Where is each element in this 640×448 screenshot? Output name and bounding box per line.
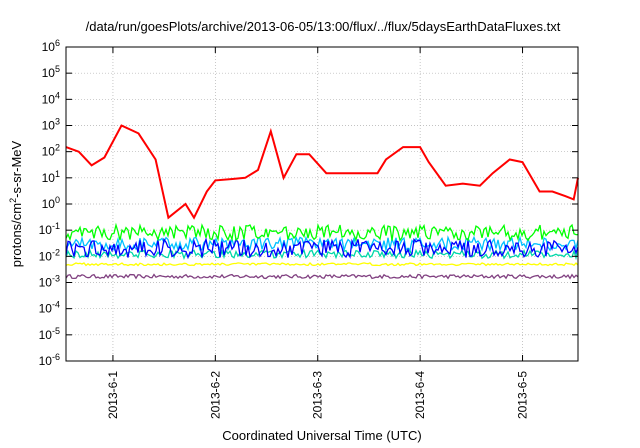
y-tick-label: 10-5 (39, 326, 60, 342)
y-axis-ticks: 10-6 10-5 10-4 10-3 10-2 10-1 100 101 102 103 104 1… (39, 38, 578, 368)
x-tick-label: 2013-6-3 (311, 371, 325, 419)
series-line (65, 234, 579, 253)
y-tick-label: 10-1 (39, 221, 60, 237)
series-line (65, 262, 579, 267)
x-axis-label: Coordinated Universal Time (UTC) (222, 428, 421, 443)
y-tick-label: 102 (42, 143, 60, 159)
x-axis-ticks: 2013-6-1 2013-6-2 2013-6-3 2013-6-4 2013-6-5 (106, 47, 530, 419)
series-line (65, 273, 579, 280)
series-line-red (65, 124, 579, 220)
x-tick-label: 2013-6-1 (106, 371, 120, 419)
y-tick-label: 10-2 (39, 247, 60, 263)
y-tick-label: 10-4 (39, 300, 60, 316)
y-tick-label: 106 (42, 38, 60, 54)
series-line (65, 236, 579, 260)
plot-frame (65, 46, 579, 362)
x-tick-label: 2013-6-2 (208, 371, 222, 419)
y-axis-label-superscript: 2 (8, 198, 18, 203)
y-tick-label: 10-3 (39, 274, 60, 290)
y-tick-label: 100 (42, 195, 60, 211)
y-tick-label: 103 (42, 117, 60, 133)
grid-lines (66, 47, 578, 361)
x-tick-label: 2013-6-5 (516, 371, 530, 419)
x-tick-label: 2013-6-4 (413, 371, 427, 419)
y-tick-label: 101 (42, 169, 60, 185)
y-tick-label: 10-6 (39, 352, 60, 368)
chart-title: /data/run/goesPlots/archive/2013-06-05/1… (86, 19, 561, 34)
series-layer (65, 124, 579, 280)
y-tick-label: 104 (42, 90, 60, 106)
series-line (65, 222, 579, 242)
y-tick-label: 105 (42, 64, 60, 80)
y-axis-label: protons/cm2-s-sr-MeV (8, 140, 24, 267)
